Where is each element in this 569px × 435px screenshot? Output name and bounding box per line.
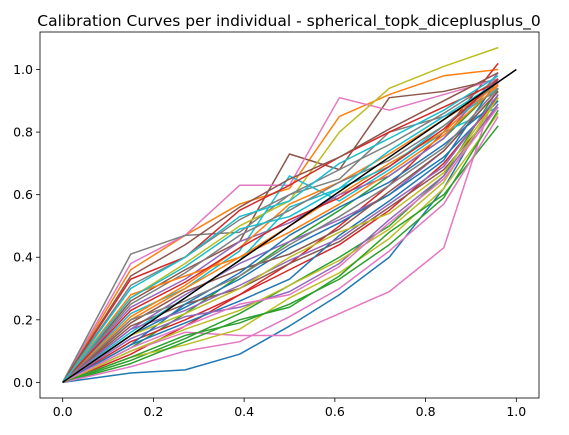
series-line-36	[62, 72, 499, 383]
series-line-2	[62, 68, 499, 383]
series-lines	[62, 46, 517, 384]
series-line-1	[62, 94, 499, 384]
x-tick-label: 0.6	[325, 404, 345, 419]
series-line-34	[62, 78, 499, 383]
y-tick-label: 0.8	[13, 125, 33, 140]
series-line-33	[62, 109, 499, 384]
series-line-23	[62, 125, 499, 384]
series-line-18	[62, 78, 499, 383]
series-line-24	[62, 81, 499, 383]
y-tick-label: 1.0	[13, 62, 33, 77]
reference-line	[62, 68, 517, 383]
series-line-20	[62, 87, 499, 383]
series-line-38	[62, 87, 499, 383]
series-line-26	[62, 90, 499, 383]
series-line-39	[62, 97, 499, 383]
x-tick-label: 0.8	[416, 404, 436, 419]
series-line-5	[62, 90, 499, 383]
series-line-29	[62, 97, 499, 384]
series-line-30	[62, 75, 499, 383]
x-tick-label: 0.4	[234, 404, 254, 419]
series-line-37	[62, 106, 499, 384]
series-line-19	[62, 112, 499, 384]
series-line-17	[62, 81, 499, 384]
x-tick-label: 0.2	[143, 404, 163, 419]
series-line-32	[62, 84, 499, 383]
y-tick-label: 0.4	[13, 250, 33, 265]
series-line-27	[62, 116, 499, 384]
series-line-15	[62, 72, 499, 383]
x-tick-label: 1.0	[506, 404, 526, 419]
series-line-22	[62, 84, 499, 383]
y-tick-label: 0.2	[13, 312, 33, 327]
chart-title: Calibration Curves per individual - sphe…	[37, 12, 540, 31]
series-line-16	[62, 106, 499, 383]
series-line-31	[62, 100, 499, 384]
series-line-40	[62, 81, 499, 383]
series-line-10	[62, 106, 499, 383]
y-tick-label: 0.0	[13, 375, 33, 390]
series-line-6	[62, 78, 499, 383]
series-line-11	[62, 100, 499, 383]
axes: 0.0 0.2 0.4 0.6 0.8 1.0 0.0 0.2 0.4 0.6 0.8 1.0	[13, 31, 540, 419]
series-line-28	[62, 81, 499, 383]
plot-frame	[39, 31, 540, 399]
y-tick-label: 0.6	[13, 187, 33, 202]
x-tick-label: 0.0	[53, 404, 73, 419]
series-line-21	[62, 78, 499, 384]
